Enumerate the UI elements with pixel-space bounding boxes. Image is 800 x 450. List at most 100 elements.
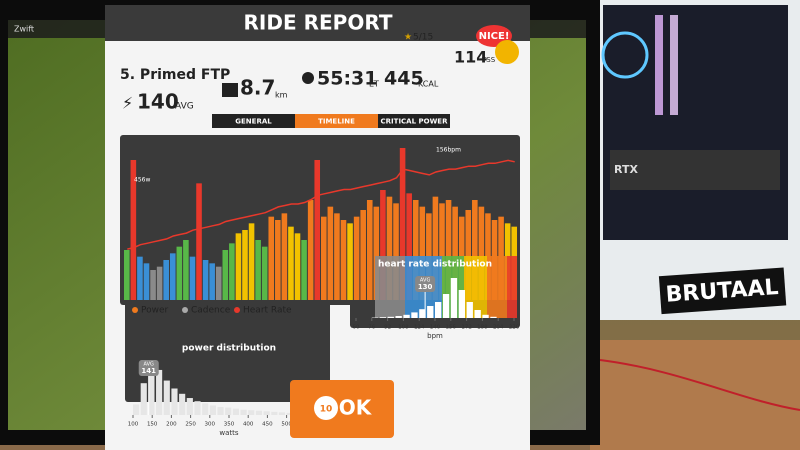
- distribution-bar: [387, 316, 394, 318]
- power-bar: [176, 246, 183, 300]
- legend-dot: [132, 307, 138, 313]
- power-bar: [314, 160, 321, 300]
- x-tick-label: 60: [353, 325, 360, 331]
- x-tick-label: 220: [509, 325, 520, 331]
- distribution-bar: [194, 401, 201, 415]
- max-hr-label: 156bpm: [436, 147, 461, 154]
- time-unit: ET: [369, 80, 379, 89]
- cable: [599, 359, 800, 411]
- distribution-bar: [232, 408, 239, 415]
- distribution-bar: [419, 309, 426, 318]
- avg-power-unit: AVG: [175, 102, 194, 112]
- power-bar: [183, 240, 189, 300]
- hr-zone: [487, 256, 507, 318]
- desk: [590, 340, 800, 450]
- power-bar: [189, 256, 196, 300]
- time: 55:31: [317, 68, 377, 90]
- power-bar: [143, 263, 150, 300]
- distribution-bar: [466, 302, 473, 318]
- distribution-bar: [482, 314, 489, 318]
- x-tick-label: 250: [185, 422, 196, 428]
- power-bar: [340, 220, 347, 300]
- badge-text: NICE!: [479, 31, 510, 42]
- distribution-bar: [435, 302, 442, 318]
- power-bar: [445, 200, 452, 300]
- x-tick-label: 92: [384, 325, 391, 331]
- power-bar: [281, 213, 288, 300]
- power-bar: [439, 203, 445, 300]
- power-bar: [169, 253, 176, 300]
- tss-unit: TSS: [481, 56, 496, 64]
- tab[interactable]: [212, 114, 295, 128]
- distribution-bar: [179, 393, 186, 415]
- power-icon: ⚡: [122, 94, 133, 113]
- legend-dot: [234, 307, 240, 313]
- power-bar: [288, 226, 294, 300]
- power-bar: [347, 223, 353, 300]
- power-bar: [275, 220, 281, 300]
- x-tick-label: 500: [281, 422, 292, 428]
- x-tick-label: 124: [414, 325, 425, 331]
- power-bar: [321, 216, 327, 300]
- ram-light: [655, 15, 663, 115]
- window-title: Zwift: [14, 25, 34, 34]
- power-bar: [209, 263, 215, 300]
- distribution-bar: [263, 411, 270, 415]
- distribution-bar: [442, 294, 450, 318]
- distribution-bar: [403, 314, 410, 318]
- power-distribution-chart: [125, 282, 330, 402]
- power-bar: [432, 196, 439, 300]
- distance-unit: km: [275, 91, 288, 100]
- header-bar: [105, 5, 530, 41]
- calories-unit: KCAL: [418, 80, 439, 89]
- power-bar: [334, 213, 340, 300]
- distribution-bar: [379, 317, 387, 318]
- distribution-bar: [458, 290, 466, 318]
- distribution-bar: [450, 278, 458, 318]
- power-bar: [373, 206, 380, 300]
- power-bar: [222, 250, 229, 300]
- sign: [658, 267, 787, 315]
- distribution-bar: [209, 405, 216, 415]
- power-bar: [124, 250, 130, 300]
- avg-label: AVG: [420, 278, 431, 284]
- distribution-bar: [490, 316, 497, 318]
- avg-value: 130: [418, 283, 433, 291]
- avg-badge: [415, 276, 436, 292]
- x-tick-label: 350: [224, 422, 235, 428]
- power-bar: [202, 260, 209, 300]
- avatar: [495, 40, 519, 64]
- avg-badge: [138, 360, 159, 376]
- power-bar: [307, 200, 314, 300]
- x-tick-label: 140: [430, 325, 441, 331]
- calories: 445: [384, 68, 424, 90]
- tss-value: 114: [454, 48, 487, 67]
- ok-button[interactable]: [290, 380, 394, 438]
- tab[interactable]: [295, 114, 378, 128]
- power-bar: [380, 190, 386, 300]
- distribution-bar: [133, 404, 140, 415]
- power-bar: [242, 230, 248, 300]
- power-bar: [301, 240, 307, 300]
- distribution-bar: [186, 398, 193, 415]
- distance: 8.7: [240, 76, 275, 100]
- power-bar: [215, 266, 222, 300]
- power-bar: [196, 183, 202, 300]
- avg-value: 141: [141, 367, 156, 375]
- ok-label: OK: [339, 396, 373, 420]
- avg-label: AVG: [144, 362, 155, 368]
- distribution-bar: [286, 412, 293, 415]
- power-bar: [465, 210, 472, 300]
- tab[interactable]: [378, 114, 450, 128]
- power-bar: [163, 260, 169, 300]
- countdown: 10: [320, 405, 333, 415]
- power-bar: [229, 243, 235, 300]
- x-axis-label: bpm: [427, 332, 443, 340]
- power-bar: [156, 266, 163, 300]
- power-bar: [261, 246, 268, 300]
- x-tick-label: 156: [446, 325, 457, 331]
- distribution-bar: [278, 412, 286, 415]
- time-icon: [302, 72, 314, 84]
- power-bar: [150, 270, 156, 300]
